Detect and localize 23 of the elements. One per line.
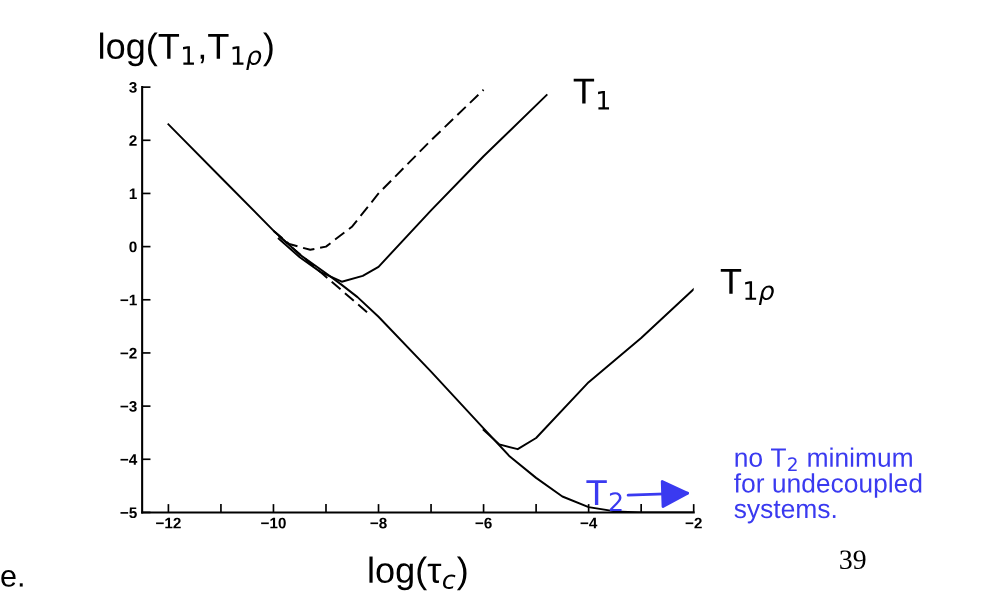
x-tick-label: −2 (685, 517, 702, 529)
x-tick-label: −8 (370, 517, 387, 529)
series-label: T$_{1}$ (573, 78, 610, 110)
y-tick-label: −3 (120, 400, 137, 412)
x-tick-label: −4 (580, 517, 598, 529)
y-tick-label: −1 (120, 294, 137, 306)
y-axis-title: log(T$_{1}$,T$_{1ρ}$) (100, 32, 273, 70)
x-tick-label: −6 (475, 517, 492, 529)
text: 39 (840, 550, 866, 570)
y-tick-label: 0 (129, 241, 137, 253)
x-axis-title: log(τ$_{c}$) (369, 556, 467, 591)
x-tick-label: −12 (156, 517, 181, 529)
y-tick-label: −4 (120, 454, 138, 465)
series-label: T$_{1ρ}$ (720, 268, 774, 306)
y-tick-label: −2 (120, 347, 137, 359)
y-tick-label: −5 (120, 507, 137, 519)
y-tick-label: 2 (129, 135, 137, 146)
annotation: T$_{2}$ (586, 480, 622, 512)
text: no T$_{2}$ minimum for undecoupled systems. (734, 447, 922, 524)
x-tick-label: −10 (261, 517, 286, 529)
y-tick-label: 3 (129, 81, 137, 93)
text: e. (1, 570, 23, 587)
y-tick-label: 1 (129, 188, 137, 199)
